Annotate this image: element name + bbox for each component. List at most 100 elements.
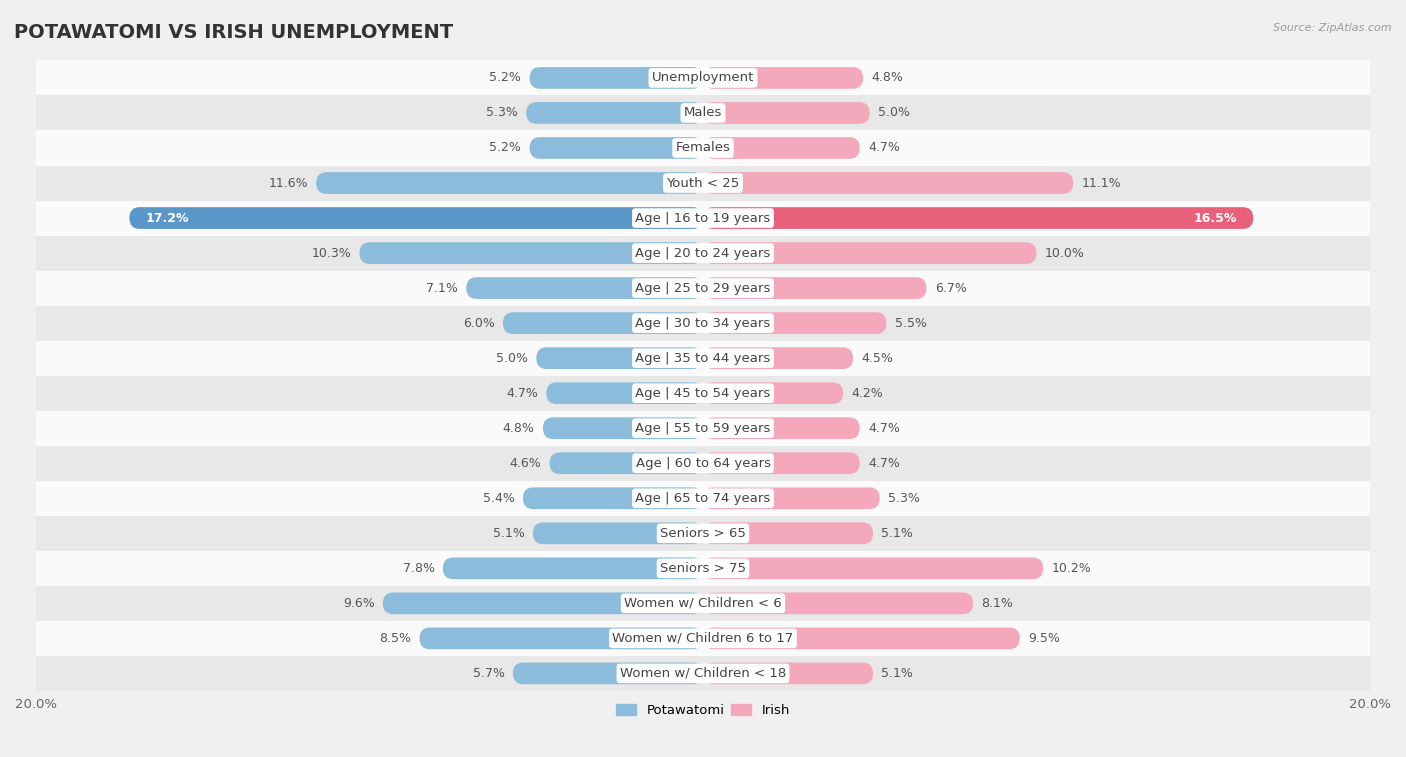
Text: 9.6%: 9.6%	[343, 597, 374, 610]
Text: 5.0%: 5.0%	[879, 107, 910, 120]
FancyBboxPatch shape	[703, 347, 853, 369]
Bar	[37, 516, 1369, 551]
Text: 4.2%: 4.2%	[852, 387, 883, 400]
FancyBboxPatch shape	[703, 662, 873, 684]
Text: 10.2%: 10.2%	[1052, 562, 1091, 575]
Text: 4.7%: 4.7%	[868, 456, 900, 470]
Text: 9.5%: 9.5%	[1028, 632, 1060, 645]
FancyBboxPatch shape	[530, 137, 703, 159]
Text: Source: ZipAtlas.com: Source: ZipAtlas.com	[1274, 23, 1392, 33]
Text: 16.5%: 16.5%	[1194, 211, 1237, 225]
Text: 4.7%: 4.7%	[868, 422, 900, 435]
Text: Youth < 25: Youth < 25	[666, 176, 740, 189]
FancyBboxPatch shape	[360, 242, 703, 264]
Text: Age | 16 to 19 years: Age | 16 to 19 years	[636, 211, 770, 225]
Text: 4.5%: 4.5%	[862, 352, 893, 365]
Text: 5.4%: 5.4%	[482, 492, 515, 505]
Text: 4.8%: 4.8%	[503, 422, 534, 435]
Text: 11.1%: 11.1%	[1081, 176, 1121, 189]
Text: 10.3%: 10.3%	[311, 247, 352, 260]
Text: 4.7%: 4.7%	[868, 142, 900, 154]
FancyBboxPatch shape	[382, 593, 703, 614]
Text: 6.7%: 6.7%	[935, 282, 967, 294]
FancyBboxPatch shape	[547, 382, 703, 404]
Text: 5.2%: 5.2%	[489, 142, 522, 154]
Text: Age | 35 to 44 years: Age | 35 to 44 years	[636, 352, 770, 365]
Bar	[37, 306, 1369, 341]
Bar	[37, 235, 1369, 270]
Text: 5.2%: 5.2%	[489, 71, 522, 85]
Text: 10.0%: 10.0%	[1045, 247, 1084, 260]
Text: 4.6%: 4.6%	[509, 456, 541, 470]
Text: Age | 60 to 64 years: Age | 60 to 64 years	[636, 456, 770, 470]
Text: Males: Males	[683, 107, 723, 120]
Bar	[37, 481, 1369, 516]
FancyBboxPatch shape	[129, 207, 703, 229]
Bar	[37, 95, 1369, 130]
Text: Women w/ Children < 18: Women w/ Children < 18	[620, 667, 786, 680]
Text: 7.8%: 7.8%	[402, 562, 434, 575]
Text: 11.6%: 11.6%	[269, 176, 308, 189]
FancyBboxPatch shape	[523, 488, 703, 509]
FancyBboxPatch shape	[703, 137, 859, 159]
FancyBboxPatch shape	[703, 313, 886, 334]
Text: Seniors > 65: Seniors > 65	[659, 527, 747, 540]
Text: Age | 65 to 74 years: Age | 65 to 74 years	[636, 492, 770, 505]
Text: Women w/ Children 6 to 17: Women w/ Children 6 to 17	[613, 632, 793, 645]
Legend: Potawatomi, Irish: Potawatomi, Irish	[610, 699, 796, 722]
Bar	[37, 446, 1369, 481]
Text: 5.1%: 5.1%	[882, 527, 914, 540]
FancyBboxPatch shape	[550, 453, 703, 474]
FancyBboxPatch shape	[703, 557, 1043, 579]
Text: 8.5%: 8.5%	[380, 632, 411, 645]
Text: 8.1%: 8.1%	[981, 597, 1014, 610]
FancyBboxPatch shape	[703, 522, 873, 544]
Text: 5.1%: 5.1%	[492, 527, 524, 540]
Text: 5.3%: 5.3%	[889, 492, 920, 505]
Text: 4.7%: 4.7%	[506, 387, 538, 400]
Text: 4.8%: 4.8%	[872, 71, 903, 85]
Text: Females: Females	[675, 142, 731, 154]
FancyBboxPatch shape	[703, 242, 1036, 264]
FancyBboxPatch shape	[703, 172, 1073, 194]
FancyBboxPatch shape	[316, 172, 703, 194]
Bar	[37, 130, 1369, 166]
FancyBboxPatch shape	[703, 453, 859, 474]
Text: POTAWATOMI VS IRISH UNEMPLOYMENT: POTAWATOMI VS IRISH UNEMPLOYMENT	[14, 23, 453, 42]
FancyBboxPatch shape	[703, 382, 844, 404]
FancyBboxPatch shape	[703, 67, 863, 89]
Text: Age | 55 to 59 years: Age | 55 to 59 years	[636, 422, 770, 435]
FancyBboxPatch shape	[419, 628, 703, 650]
Text: Age | 25 to 29 years: Age | 25 to 29 years	[636, 282, 770, 294]
Bar	[37, 621, 1369, 656]
Bar	[37, 375, 1369, 411]
Bar	[37, 270, 1369, 306]
FancyBboxPatch shape	[703, 628, 1019, 650]
Bar	[37, 201, 1369, 235]
Text: 5.0%: 5.0%	[496, 352, 527, 365]
Bar	[37, 656, 1369, 691]
Text: 7.1%: 7.1%	[426, 282, 458, 294]
FancyBboxPatch shape	[530, 67, 703, 89]
FancyBboxPatch shape	[703, 488, 880, 509]
Text: Seniors > 75: Seniors > 75	[659, 562, 747, 575]
FancyBboxPatch shape	[443, 557, 703, 579]
FancyBboxPatch shape	[703, 593, 973, 614]
FancyBboxPatch shape	[543, 417, 703, 439]
Bar	[37, 551, 1369, 586]
Text: 5.7%: 5.7%	[472, 667, 505, 680]
Text: Age | 20 to 24 years: Age | 20 to 24 years	[636, 247, 770, 260]
Text: Women w/ Children < 6: Women w/ Children < 6	[624, 597, 782, 610]
FancyBboxPatch shape	[536, 347, 703, 369]
Text: 6.0%: 6.0%	[463, 316, 495, 329]
Text: 17.2%: 17.2%	[146, 211, 190, 225]
Text: Unemployment: Unemployment	[652, 71, 754, 85]
Text: Age | 30 to 34 years: Age | 30 to 34 years	[636, 316, 770, 329]
FancyBboxPatch shape	[533, 522, 703, 544]
Bar	[37, 341, 1369, 375]
Bar	[37, 166, 1369, 201]
FancyBboxPatch shape	[526, 102, 703, 124]
Bar	[37, 586, 1369, 621]
FancyBboxPatch shape	[703, 277, 927, 299]
FancyBboxPatch shape	[513, 662, 703, 684]
